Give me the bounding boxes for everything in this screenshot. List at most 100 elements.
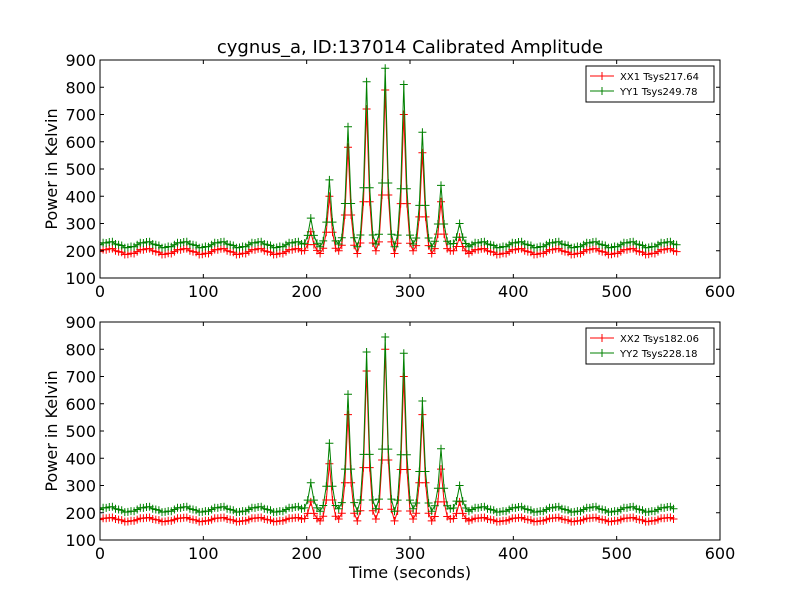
data-point — [319, 512, 328, 521]
y-tick-label: 900 — [65, 313, 96, 332]
bottom-plot: 0 100 200 300 400 500 600100200300400500600700… — [42, 313, 735, 582]
legend-label: YY1 Tsys249.78 — [619, 87, 698, 98]
series-xx1 — [100, 86, 681, 259]
data-point — [316, 242, 325, 251]
data-point — [424, 499, 433, 507]
y-tick-label: 200 — [65, 242, 96, 261]
x-tick-label: 400 — [498, 544, 529, 563]
data-point — [319, 501, 328, 510]
data-point — [409, 504, 418, 513]
data-point — [427, 507, 436, 516]
data-point — [418, 148, 427, 157]
series-markers — [100, 333, 678, 517]
y-tick-label: 100 — [65, 269, 96, 288]
data-point — [402, 184, 411, 193]
data-point — [409, 240, 418, 248]
data-point — [390, 507, 399, 516]
data-point — [316, 507, 325, 516]
data-point — [371, 504, 380, 513]
x-tick-label: 0 — [95, 544, 105, 563]
data-point — [458, 509, 467, 518]
data-point — [440, 230, 449, 239]
y-tick-label: 100 — [65, 531, 96, 550]
data-point — [672, 247, 681, 256]
data-point — [371, 240, 380, 248]
data-point — [399, 349, 408, 358]
figure-title: cygnus_a, ID:137014 Calibrated Amplitude — [217, 37, 603, 58]
data-point — [412, 499, 421, 507]
data-point — [440, 484, 449, 493]
data-point — [362, 348, 371, 356]
data-point — [418, 128, 427, 137]
data-point — [399, 110, 408, 119]
data-point — [356, 496, 365, 504]
data-point — [390, 516, 399, 525]
data-point — [430, 501, 439, 510]
data-point — [390, 242, 399, 251]
data-point — [424, 234, 433, 242]
y-tick-label: 900 — [65, 51, 96, 70]
y-tick-label: 700 — [65, 106, 96, 125]
series-yy2 — [100, 333, 678, 517]
data-point — [437, 181, 445, 190]
series-markers — [100, 64, 681, 252]
data-point — [384, 191, 393, 199]
y-tick-label: 200 — [65, 504, 96, 523]
data-point — [402, 450, 411, 459]
data-point — [300, 503, 309, 512]
series-markers — [100, 345, 678, 526]
y-axis-label: Power in Kelvin — [42, 370, 61, 491]
y-tick-label: 500 — [65, 422, 96, 441]
x-tick-label: 600 — [705, 282, 736, 301]
data-point — [421, 212, 430, 221]
data-point — [371, 246, 380, 255]
data-point — [381, 333, 390, 341]
data-point — [344, 122, 352, 131]
data-point — [347, 465, 356, 474]
data-point — [306, 214, 315, 223]
y-tick-label: 500 — [65, 160, 96, 179]
x-tick-label: 100 — [188, 544, 219, 563]
legend-marker — [598, 72, 606, 80]
y-tick-label: 400 — [65, 187, 96, 206]
x-tick-label: 200 — [291, 282, 322, 301]
data-point — [368, 231, 377, 239]
legend-frame — [585, 327, 715, 365]
y-tick-label: 800 — [65, 78, 96, 97]
data-point — [334, 515, 343, 523]
data-point — [365, 463, 374, 472]
x-tick-label: 500 — [601, 282, 632, 301]
x-tick-label: 100 — [188, 282, 219, 301]
data-point — [421, 478, 430, 487]
data-point — [347, 478, 356, 487]
data-point — [365, 183, 374, 192]
data-point — [344, 390, 352, 399]
data-point — [399, 80, 408, 89]
y-tick-label: 400 — [65, 449, 96, 468]
data-point — [669, 515, 678, 523]
data-point — [337, 498, 346, 507]
data-point — [393, 496, 402, 505]
data-point — [384, 456, 393, 464]
series-xx2 — [100, 345, 678, 526]
data-point — [365, 197, 374, 206]
legend: XX2 Tsys182.06 YY2 Tsys228.18 — [585, 327, 715, 365]
data-point — [362, 77, 371, 86]
data-point — [406, 231, 414, 240]
data-point — [458, 497, 467, 506]
y-tick-label: 800 — [65, 340, 96, 359]
legend-marker — [598, 349, 606, 357]
data-point — [437, 465, 445, 474]
x-axis-label: Time (seconds) — [348, 563, 471, 582]
data-point — [375, 230, 383, 239]
data-point — [306, 478, 315, 487]
data-point — [402, 199, 411, 208]
data-point — [365, 450, 374, 459]
data-point — [430, 237, 439, 246]
data-point — [309, 231, 318, 240]
data-point — [437, 197, 445, 206]
data-point — [316, 516, 325, 525]
x-tick-label: 300 — [395, 282, 426, 301]
data-point — [334, 240, 343, 248]
x-tick-label: 400 — [498, 282, 529, 301]
